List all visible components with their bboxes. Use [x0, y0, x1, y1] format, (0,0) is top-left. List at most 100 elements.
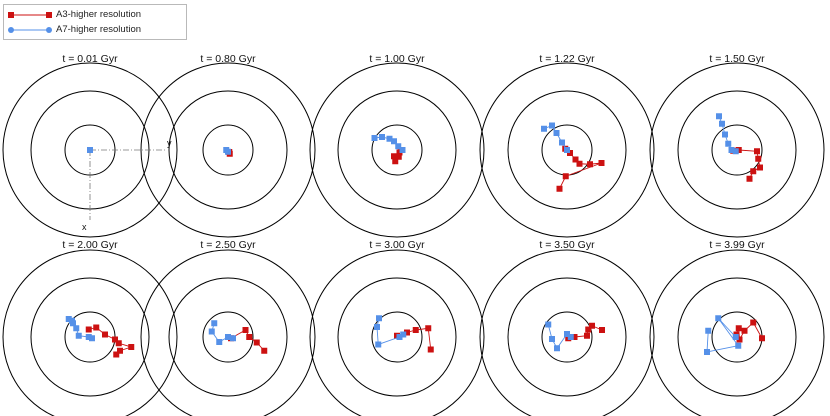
a3-point [757, 164, 763, 171]
ring-1 [541, 311, 593, 363]
a3-point [587, 161, 593, 168]
a3-point [746, 175, 753, 182]
a3-point [556, 185, 563, 192]
a3-point [261, 347, 268, 354]
a7-point [715, 315, 722, 322]
a3-point [112, 336, 118, 343]
ring-2 [677, 277, 797, 397]
a3-point [85, 326, 92, 333]
a3-point [404, 329, 410, 336]
a7-point [225, 334, 231, 340]
a3-point [735, 325, 742, 332]
a7-point [208, 328, 215, 335]
a7-point [735, 342, 742, 349]
a7-point [722, 131, 728, 138]
a7-point [391, 138, 397, 145]
a7-point [559, 139, 565, 146]
a7-point [725, 140, 732, 147]
a3-point [242, 327, 249, 333]
ring-3 [479, 249, 655, 416]
legend-item-a7: A7-higher resolution [4, 23, 186, 37]
a7-point [549, 122, 555, 129]
a7-point [399, 147, 406, 153]
a3-point [576, 160, 583, 167]
a3-point [115, 340, 122, 347]
x-axis-label: x [82, 222, 87, 232]
a7-point [395, 143, 402, 150]
ring-3 [479, 62, 655, 238]
a3-point [391, 153, 397, 160]
ring-2 [30, 277, 150, 397]
a3-point [412, 327, 419, 333]
ring-3 [2, 62, 178, 238]
a3-point [754, 148, 760, 155]
a3-point [750, 168, 757, 175]
panel-4: t = 1.22 Gyr [479, 53, 655, 238]
a7-point [541, 125, 547, 132]
panel-8: t = 3.00 Gyr [309, 239, 485, 416]
panel-7: t = 2.50 Gyr [140, 239, 316, 416]
ring-3 [140, 62, 316, 238]
a7-point [374, 324, 380, 330]
a7-point [376, 315, 382, 322]
a7-point [375, 341, 382, 348]
a7-point [564, 147, 570, 153]
ring-2 [677, 90, 797, 210]
a3-point [589, 322, 595, 329]
panel-5: t = 1.50 Gyr [649, 53, 825, 238]
legend-label-a3: A3-higher resolution [56, 9, 142, 20]
a7-point [732, 334, 739, 340]
panel-title: t = 2.50 Gyr [200, 239, 256, 251]
a3-point [117, 347, 123, 354]
legend-label-a7: A7-higher resolution [56, 24, 142, 35]
a3-point [395, 153, 402, 160]
panel-2: t = 0.80 Gyr [140, 53, 316, 238]
a3-point [598, 160, 605, 166]
a3-point [755, 155, 762, 162]
a7-point [728, 147, 735, 153]
a7-point [567, 334, 574, 340]
panel-title: t = 3.00 Gyr [369, 239, 425, 251]
legend-a3-marker [8, 12, 52, 18]
ring-1 [711, 124, 763, 176]
a3-point [571, 334, 578, 340]
panel-title: t = 1.50 Gyr [709, 53, 765, 65]
legend: A3-higher resolution A7-higher resolutio… [3, 4, 187, 40]
ring-3 [309, 62, 485, 238]
ring-1 [202, 311, 254, 363]
a7-point [554, 345, 560, 352]
a7-point [400, 331, 407, 338]
a7-point [379, 134, 385, 140]
a3-point [585, 326, 592, 333]
panel-3: t = 1.00 Gyr [309, 53, 485, 238]
a3-point [741, 327, 748, 334]
a3-point [392, 158, 399, 165]
a3-point [584, 332, 590, 339]
a3-point [102, 331, 108, 338]
a3-point [572, 156, 579, 163]
a3-point [113, 351, 120, 358]
a3-point [246, 334, 253, 340]
a7-point [89, 335, 95, 342]
a7-point [716, 113, 722, 120]
panel-title: t = 2.00 Gyr [62, 239, 118, 251]
a3-line [733, 149, 761, 179]
panel-title: t = 1.22 Gyr [539, 53, 595, 65]
a3-point [562, 173, 569, 180]
a3-point [128, 344, 135, 350]
ring-3 [649, 62, 825, 238]
panel-title: t = 1.00 Gyr [369, 53, 425, 65]
a7-point [719, 120, 725, 127]
a7-point [732, 148, 739, 155]
legend-a7-marker [8, 27, 52, 33]
a3-point [599, 327, 605, 333]
a7-point [545, 321, 552, 328]
a7-point [70, 320, 76, 327]
panel-title: t = 0.01 Gyr [62, 53, 118, 65]
a7-point [564, 331, 570, 337]
legend-item-a3: A3-higher resolution [4, 8, 186, 22]
panel-title: t = 3.99 Gyr [709, 239, 765, 251]
